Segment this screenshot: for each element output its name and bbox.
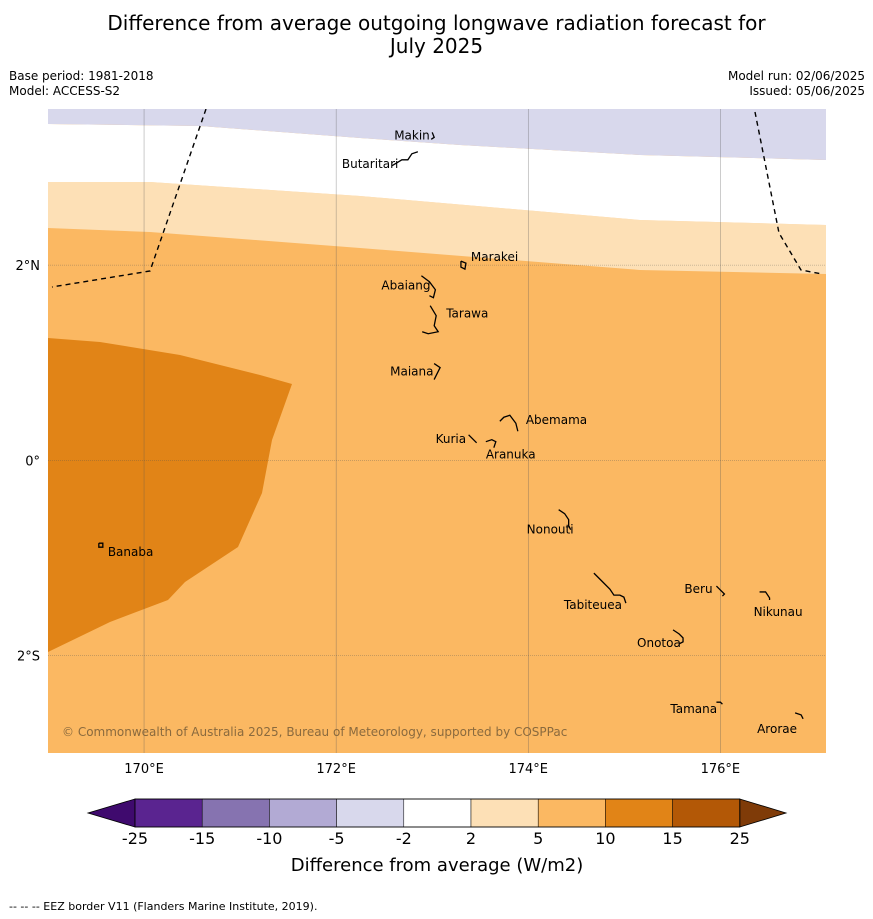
island-label-beru: Beru: [684, 582, 712, 596]
island-label-banaba: Banaba: [108, 545, 154, 559]
island-outline-tarawa: [421, 305, 440, 335]
band-neutral: [48, 124, 826, 225]
copyright-notice: © Commonwealth of Australia 2025, Bureau…: [62, 725, 567, 739]
colorbar-segment: [336, 798, 405, 828]
model-run: Model run: 02/06/2025: [727, 69, 865, 83]
colorbar-tick-label: 10: [595, 829, 615, 848]
island-outline-marakei: [460, 260, 467, 271]
island-outline-nonouti: [558, 509, 572, 530]
colorbar-tick-labels: -25 -15 -10 -5 -2 2 5 10 15 25: [122, 829, 750, 848]
island-label-aranuka: Aranuka: [486, 448, 536, 462]
island-label-kuria: Kuria: [436, 432, 467, 446]
island-outline-abaiang: [421, 275, 437, 299]
map-area: © Commonwealth of Australia 2025, Bureau…: [48, 109, 826, 753]
title-line-2: July 2025: [389, 34, 484, 58]
colorbar-tick-label: -15: [189, 829, 215, 848]
island-outline-kuria: [468, 434, 478, 444]
lon-tick-label: 170°E: [124, 762, 164, 777]
island-label-nonouti: Nonouti: [527, 523, 574, 537]
lon-tick-label: 176°E: [701, 762, 741, 777]
colorbar-segment: [201, 798, 270, 828]
lat-tick-labels: 2°N 0° 2°S: [16, 259, 41, 664]
colorbar-tick-label: -2: [396, 829, 412, 848]
model-name: Model: ACCESS-S2: [9, 84, 121, 98]
gridlines: [48, 109, 826, 753]
colorbar-tick-label: -25: [122, 829, 148, 848]
lon-tick-label: 172°E: [316, 762, 356, 777]
island-outline-onotoa: [672, 629, 684, 645]
island-label-abemama: Abemama: [526, 413, 587, 427]
lat-tick-label: 0°: [25, 454, 40, 469]
island-outlines: [98, 132, 804, 720]
colorbar-extend-high: [739, 798, 788, 828]
island-label-abaiang: Abaiang: [381, 279, 430, 293]
island-label-onotoa: Onotoa: [637, 636, 681, 650]
band-minus5-minus2: [48, 109, 826, 160]
island-outline-aranuka: [485, 438, 497, 448]
island-labels: Makin Butaritari Marakei Abaiang Tarawa Maian…: [108, 128, 803, 736]
lon-tick-label: 174°E: [508, 762, 548, 777]
band-10-15: [48, 338, 292, 652]
island-label-butaritari: Butaritari: [342, 157, 399, 171]
colorbar-tick-label: -5: [329, 829, 345, 848]
colorbar-segment: [537, 798, 606, 828]
footer-note: -- -- -- EEZ border V11 (Flanders Marine…: [9, 900, 318, 913]
lat-tick-label: 2°S: [17, 649, 40, 664]
island-outline-makin: [430, 132, 435, 140]
island-outline-banaba: [98, 542, 104, 548]
base-period: Base period: 1981-2018: [9, 69, 154, 83]
island-outline-butaritari: [391, 151, 419, 167]
eez-border-east: [754, 111, 823, 275]
island-outline-nikunau: [759, 591, 771, 600]
band-2-5: [48, 182, 826, 274]
island-outline-arorae: [794, 712, 804, 720]
island-label-marakei: Marakei: [471, 250, 518, 264]
colorbar-segment: [672, 798, 741, 828]
colorbar-tick-label: 25: [730, 829, 750, 848]
eez-border-west: [51, 109, 207, 288]
colorbar-segment: [605, 798, 673, 828]
colorbar-segment: [403, 798, 472, 828]
lon-tick-labels: 170°E 172°E 174°E 176°E: [124, 762, 740, 777]
island-outline-tamana: [716, 701, 723, 705]
island-label-nikunau: Nikunau: [754, 605, 803, 619]
island-label-arorae: Arorae: [757, 722, 797, 736]
island-label-maiana: Maiana: [390, 365, 433, 379]
colorbar-tick-label: 5: [533, 829, 543, 848]
lat-tick-label: 2°N: [16, 259, 41, 274]
colorbar-label: Difference from average (W/m2): [291, 855, 583, 876]
meta-left: Base period: 1981-2018 Model: ACCESS-S2: [9, 69, 154, 99]
colorbar-extend-low: [86, 798, 136, 828]
island-label-makin: Makin: [394, 128, 430, 142]
issued-date: Issued: 05/06/2025: [749, 84, 865, 98]
island-outline-abemama: [499, 414, 519, 432]
island-outline-maiana: [433, 363, 441, 380]
colorbar-tick-label: 2: [466, 829, 476, 848]
island-outline-beru: [715, 585, 726, 597]
colorbar-segment: [470, 798, 539, 828]
colorbar: [86, 798, 788, 828]
colorbar-segment: [269, 798, 337, 828]
colorbar-segment: [134, 798, 203, 828]
chart-title: Difference from average outgoing longwav…: [0, 12, 873, 58]
title-line-1: Difference from average outgoing longwav…: [107, 11, 766, 35]
meta-right: Model run: 02/06/2025 Issued: 05/06/2025: [728, 69, 865, 99]
colorbar-outline: [134, 798, 741, 828]
colorbar-tick-label: 15: [662, 829, 682, 848]
island-label-tamana: Tamana: [669, 702, 717, 716]
island-label-tabiteuea: Tabiteuea: [563, 598, 622, 612]
island-label-tarawa: Tarawa: [445, 307, 488, 321]
island-outline-tabiteuea: [593, 572, 627, 604]
colorbar-tick-label: -10: [256, 829, 282, 848]
